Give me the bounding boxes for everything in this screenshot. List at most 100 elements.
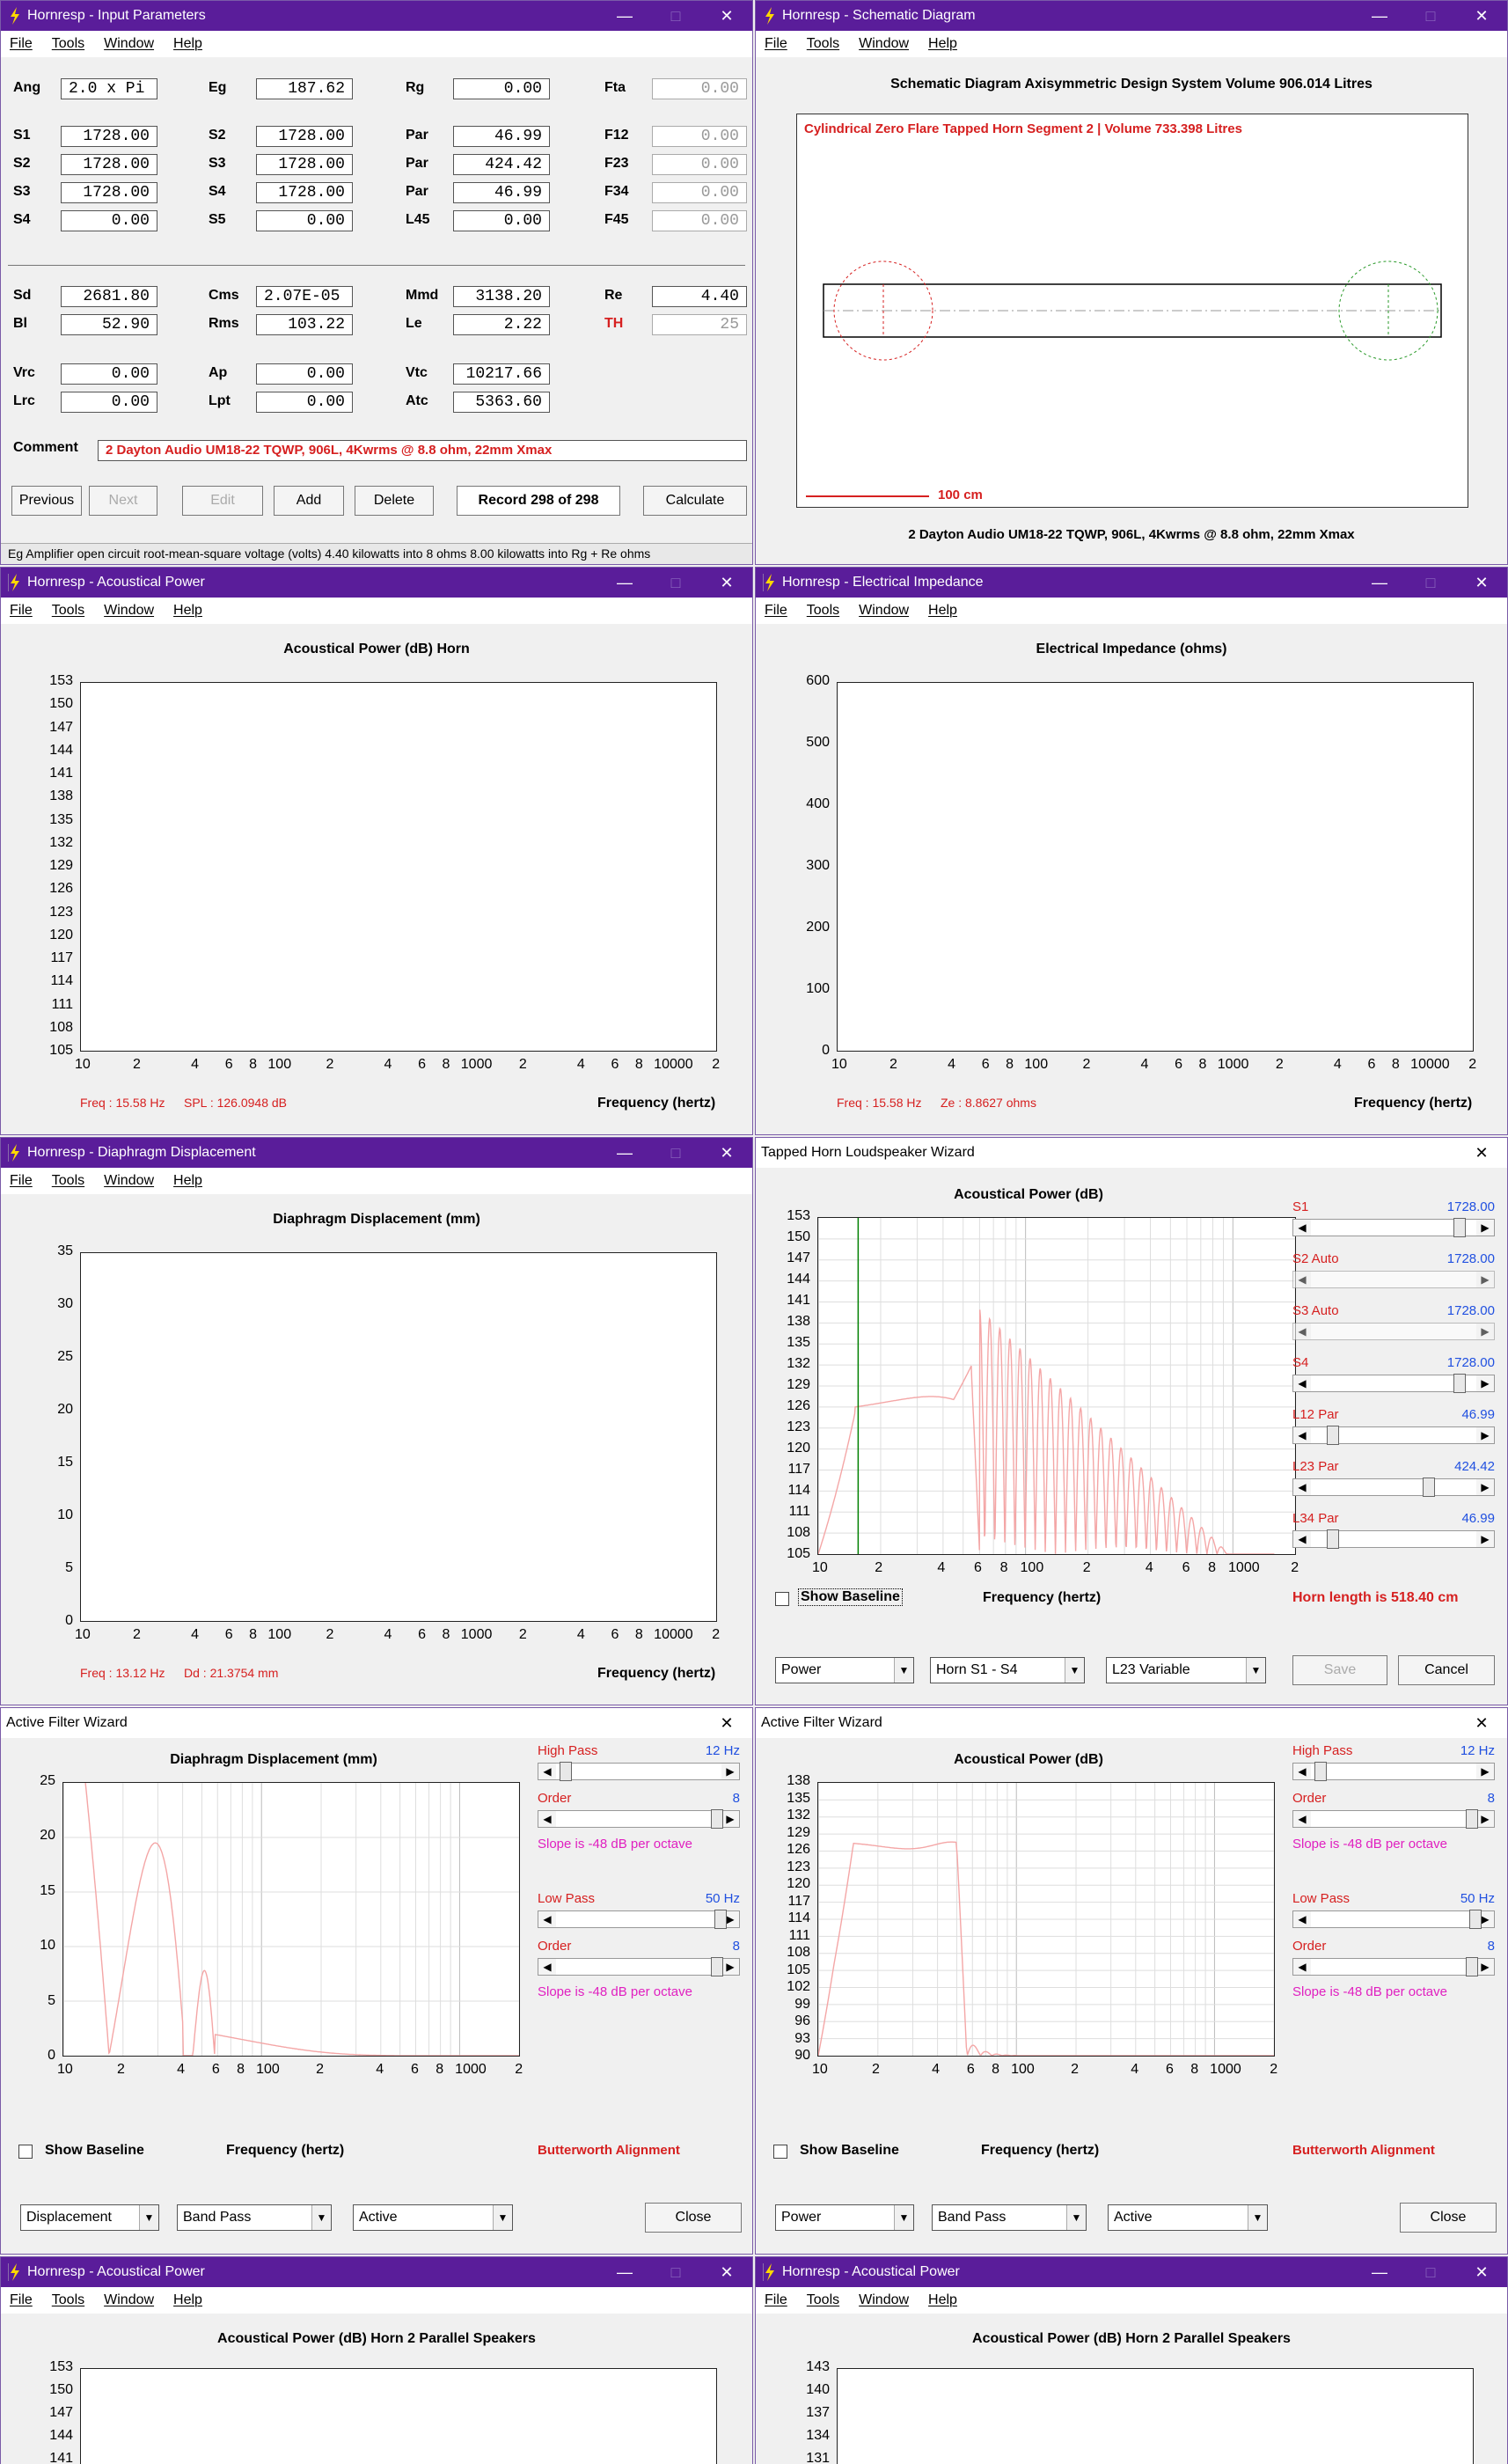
param-field-s1[interactable]: 1728.00 bbox=[61, 126, 157, 147]
slider-thumb[interactable] bbox=[1326, 1426, 1339, 1445]
button-add[interactable]: Add bbox=[274, 486, 344, 516]
param-field-s2[interactable]: 1728.00 bbox=[61, 154, 157, 175]
maximize-icon[interactable]: □ bbox=[1425, 2263, 1436, 2281]
param-field-f12[interactable]: 0.00 bbox=[652, 126, 747, 147]
param-field-fta[interactable]: 0.00 bbox=[652, 78, 747, 99]
title-bar[interactable]: Hornresp - Acoustical Power — □ ✕ bbox=[1, 2257, 752, 2287]
param-field-bl[interactable]: 52.90 bbox=[61, 314, 157, 335]
frequency-slider[interactable]: ◀ ▶ bbox=[538, 1910, 740, 1929]
menu-help[interactable]: Help bbox=[928, 603, 957, 618]
param-field-sd[interactable]: 2681.80 bbox=[61, 286, 157, 307]
arrow-left-icon[interactable]: ◀ bbox=[538, 1811, 556, 1827]
arrow-left-icon[interactable]: ◀ bbox=[1293, 1220, 1311, 1236]
slider-thumb[interactable] bbox=[711, 1957, 723, 1976]
chevron-down-icon[interactable]: ▼ bbox=[311, 2205, 331, 2230]
frequency-slider[interactable]: ◀ ▶ bbox=[538, 1762, 740, 1781]
combo-select[interactable]: Power ▼ bbox=[775, 1657, 914, 1683]
arrow-right-icon[interactable]: ▶ bbox=[1476, 1272, 1494, 1287]
arrow-right-icon[interactable]: ▶ bbox=[721, 1811, 739, 1827]
menu-help[interactable]: Help bbox=[173, 1173, 202, 1188]
arrow-right-icon[interactable]: ▶ bbox=[1476, 1375, 1494, 1391]
menu-file[interactable]: File bbox=[765, 603, 787, 618]
arrow-right-icon[interactable]: ▶ bbox=[1476, 1959, 1494, 1975]
close-icon[interactable]: ✕ bbox=[1475, 2263, 1489, 2281]
menu-help[interactable]: Help bbox=[173, 36, 202, 51]
button-record-298-of-298[interactable]: Record 298 of 298 bbox=[457, 486, 620, 516]
chevron-down-icon[interactable]: ▼ bbox=[139, 2205, 158, 2230]
slider-thumb[interactable] bbox=[1466, 1957, 1478, 1976]
arrow-right-icon[interactable]: ▶ bbox=[1476, 1220, 1494, 1236]
close-button[interactable]: Close bbox=[645, 2203, 742, 2233]
arrow-right-icon[interactable]: ▶ bbox=[1476, 1811, 1494, 1827]
slider-thumb[interactable] bbox=[560, 1762, 572, 1781]
chevron-down-icon[interactable]: ▼ bbox=[1248, 2205, 1267, 2230]
arrow-right-icon[interactable]: ▶ bbox=[1476, 1479, 1494, 1495]
minimize-icon[interactable]: — bbox=[1372, 574, 1387, 591]
menu-tools[interactable]: Tools bbox=[51, 603, 85, 618]
menu-help[interactable]: Help bbox=[173, 603, 202, 618]
minimize-icon[interactable]: — bbox=[1372, 7, 1387, 25]
title-bar[interactable]: Hornresp - Schematic Diagram — □ ✕ bbox=[756, 1, 1507, 31]
title-bar[interactable]: Tapped Horn Loudspeaker Wizard ✕ bbox=[756, 1138, 1507, 1168]
menu-file[interactable]: File bbox=[10, 603, 33, 618]
param-field-f45[interactable]: 0.00 bbox=[652, 210, 747, 231]
param-field-lpt[interactable]: 0.00 bbox=[256, 392, 353, 413]
slider-thumb[interactable] bbox=[714, 1910, 727, 1929]
button-calculate[interactable]: Calculate bbox=[643, 486, 747, 516]
arrow-left-icon[interactable]: ◀ bbox=[1293, 1375, 1311, 1391]
menu-tools[interactable]: Tools bbox=[51, 36, 85, 51]
title-bar[interactable]: Active Filter Wizard ✕ bbox=[1, 1708, 752, 1738]
param-field-par[interactable]: 424.42 bbox=[453, 154, 550, 175]
arrow-left-icon[interactable]: ◀ bbox=[1293, 1811, 1311, 1827]
menu-file[interactable]: File bbox=[10, 1173, 33, 1188]
menu-tools[interactable]: Tools bbox=[51, 2292, 85, 2307]
slider-thumb[interactable] bbox=[1422, 1478, 1435, 1497]
title-bar[interactable]: Active Filter Wizard ✕ bbox=[756, 1708, 1507, 1738]
arrow-left-icon[interactable]: ◀ bbox=[1293, 1324, 1311, 1339]
close-icon[interactable]: ✕ bbox=[1475, 1714, 1489, 1732]
menu-file[interactable]: File bbox=[10, 36, 33, 51]
parameter-slider[interactable]: ◀ ▶ bbox=[1292, 1271, 1495, 1288]
maximize-icon[interactable]: □ bbox=[670, 574, 681, 591]
combo-select[interactable]: Horn S1 - S4 ▼ bbox=[930, 1657, 1085, 1683]
minimize-icon[interactable]: — bbox=[617, 2263, 633, 2281]
param-field-th[interactable]: 25 bbox=[652, 314, 747, 335]
close-icon[interactable]: ✕ bbox=[720, 7, 734, 25]
menu-window[interactable]: Window bbox=[859, 2292, 910, 2307]
combo-select[interactable]: Displacement ▼ bbox=[20, 2204, 159, 2231]
plot-area[interactable] bbox=[817, 1782, 1275, 2057]
slider-thumb[interactable] bbox=[1453, 1374, 1466, 1393]
slider-thumb[interactable] bbox=[1469, 1910, 1482, 1929]
maximize-icon[interactable]: □ bbox=[1425, 574, 1436, 591]
comment-field[interactable]: 2 Dayton Audio UM18-22 TQWP, 906L, 4Kwrm… bbox=[98, 440, 747, 461]
param-field-rms[interactable]: 103.22 bbox=[256, 314, 353, 335]
arrow-left-icon[interactable]: ◀ bbox=[1293, 1764, 1311, 1779]
chevron-down-icon[interactable]: ▼ bbox=[894, 2205, 913, 2230]
chevron-down-icon[interactable]: ▼ bbox=[493, 2205, 512, 2230]
order-slider[interactable]: ◀ ▶ bbox=[538, 1957, 740, 1976]
button-edit[interactable]: Edit bbox=[182, 486, 263, 516]
show-baseline-label[interactable]: Show Baseline bbox=[800, 2143, 899, 2158]
show-baseline-checkbox[interactable] bbox=[18, 2145, 33, 2159]
parameter-slider[interactable]: ◀ ▶ bbox=[1292, 1426, 1495, 1445]
chevron-down-icon[interactable]: ▼ bbox=[1065, 1658, 1084, 1683]
close-button[interactable]: Close bbox=[1400, 2203, 1497, 2233]
param-field-cms[interactable]: 2.07E-05 bbox=[256, 286, 353, 307]
show-baseline-checkbox[interactable] bbox=[775, 1592, 789, 1606]
menu-help[interactable]: Help bbox=[173, 2292, 202, 2307]
combo-select[interactable]: L23 Variable ▼ bbox=[1106, 1657, 1266, 1683]
plot-area[interactable] bbox=[837, 2368, 1474, 2464]
param-field-s3[interactable]: 1728.00 bbox=[61, 182, 157, 203]
param-field-s5[interactable]: 0.00 bbox=[256, 210, 353, 231]
menu-window[interactable]: Window bbox=[104, 36, 155, 51]
menu-window[interactable]: Window bbox=[104, 2292, 155, 2307]
param-field-ap[interactable]: 0.00 bbox=[256, 363, 353, 385]
maximize-icon[interactable]: □ bbox=[1425, 7, 1436, 25]
arrow-left-icon[interactable]: ◀ bbox=[538, 1911, 556, 1927]
param-field-le[interactable]: 2.22 bbox=[453, 314, 550, 335]
show-baseline-label[interactable]: Show Baseline bbox=[798, 1588, 903, 1606]
param-field-rg[interactable]: 0.00 bbox=[453, 78, 550, 99]
title-bar[interactable]: Hornresp - Electrical Impedance — □ ✕ bbox=[756, 568, 1507, 598]
maximize-icon[interactable]: □ bbox=[670, 7, 681, 25]
minimize-icon[interactable]: — bbox=[617, 574, 633, 591]
